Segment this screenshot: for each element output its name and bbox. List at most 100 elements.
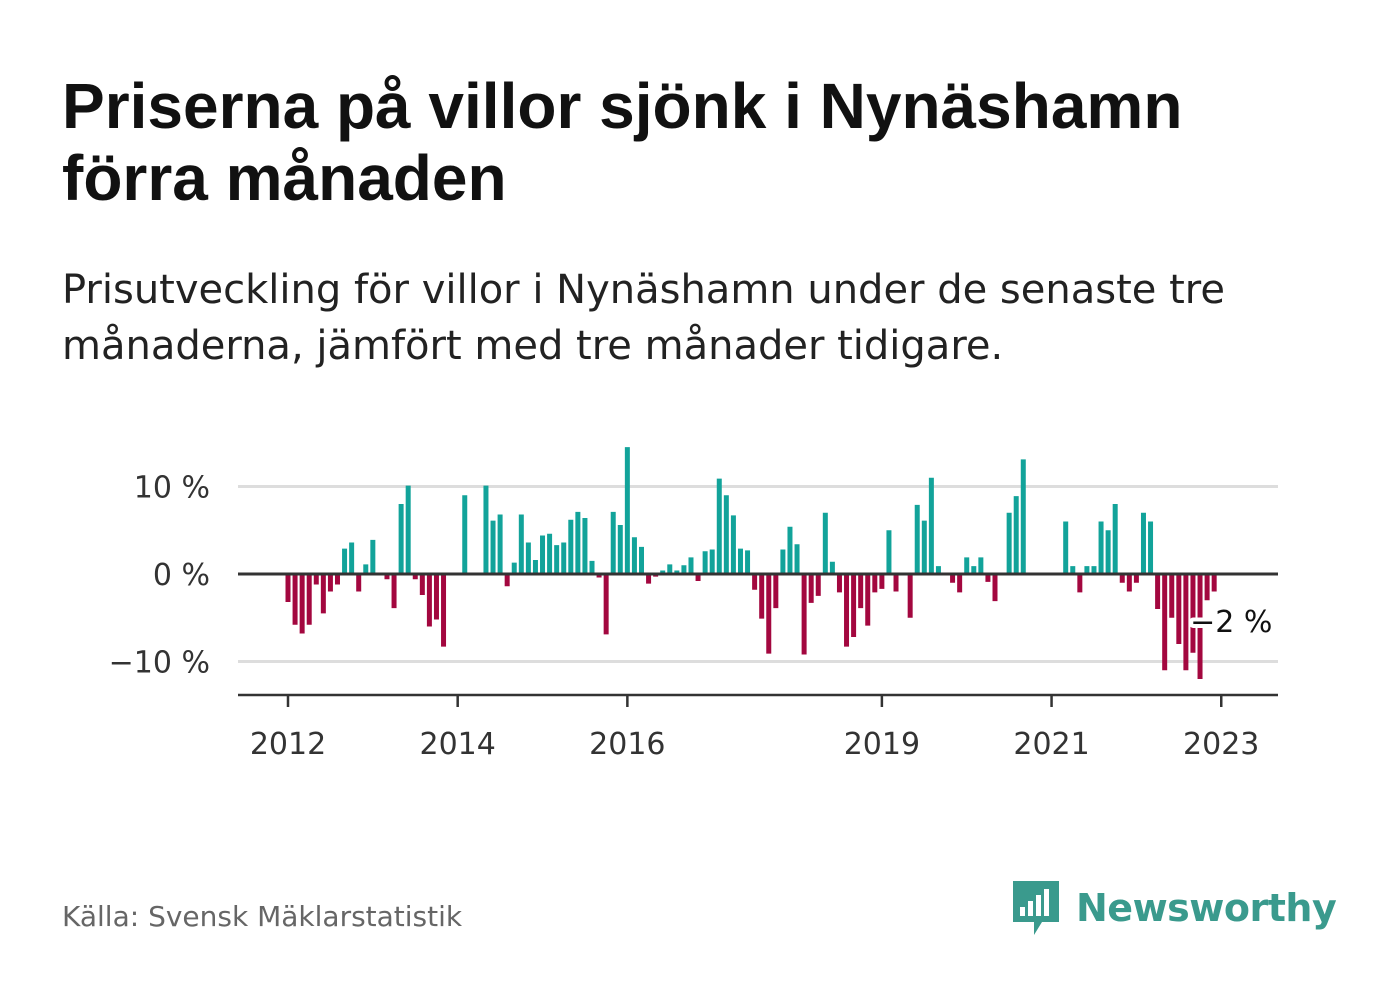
bar	[617, 525, 623, 574]
bar	[886, 530, 892, 574]
bar	[356, 574, 362, 592]
bar	[935, 566, 941, 575]
bar	[1190, 574, 1196, 653]
bar	[674, 570, 680, 574]
bar	[1183, 574, 1189, 671]
bar	[836, 574, 842, 593]
bar	[349, 542, 355, 574]
bar	[596, 574, 602, 578]
bar	[391, 574, 397, 609]
bar	[766, 574, 772, 654]
brand[interactable]: Newsworthy	[1010, 878, 1337, 938]
bar	[412, 574, 418, 580]
bar	[589, 560, 595, 575]
bar	[419, 574, 425, 595]
bar	[1112, 504, 1118, 574]
bar	[716, 478, 722, 575]
bar	[773, 574, 779, 609]
bar	[384, 574, 390, 580]
bar	[822, 512, 828, 574]
bar	[928, 477, 934, 574]
x-tick-label: 2021	[1013, 727, 1089, 762]
bar	[1105, 530, 1111, 574]
bar	[639, 546, 644, 575]
bar	[575, 511, 581, 575]
bar	[865, 574, 871, 626]
bar	[370, 539, 376, 575]
bar	[631, 537, 637, 574]
bar	[879, 574, 885, 589]
bar	[950, 574, 956, 583]
bar	[342, 548, 348, 575]
y-tick-label: 0 %	[153, 558, 210, 593]
bar	[688, 557, 694, 575]
bar	[815, 574, 821, 596]
bar	[1126, 574, 1132, 592]
bar	[1176, 574, 1182, 644]
bar	[985, 574, 991, 582]
bar	[490, 520, 496, 575]
bar	[1098, 521, 1104, 574]
annotation-label: −2 %	[1190, 605, 1272, 640]
bar	[667, 564, 673, 575]
bar	[872, 574, 878, 593]
bar	[1013, 496, 1019, 575]
bar	[794, 544, 800, 574]
bar	[808, 574, 814, 603]
x-tick-label: 2014	[420, 727, 496, 762]
bar	[405, 485, 411, 575]
chart-title: Priserna på villor sjönk i Nynäshamn för…	[62, 70, 1183, 214]
chart-subtitle: Prisutveckling för villor i Nynäshamn un…	[62, 267, 1225, 369]
bar	[1155, 574, 1161, 609]
bar	[426, 574, 432, 627]
bar	[1063, 521, 1069, 574]
bar	[780, 549, 786, 574]
x-tick-label: 2019	[844, 727, 920, 762]
bar	[893, 574, 899, 592]
bar	[1162, 574, 1168, 671]
bar	[1140, 512, 1146, 574]
bar	[441, 574, 447, 647]
bar	[1077, 574, 1083, 593]
bar	[462, 495, 468, 574]
bar	[921, 520, 927, 575]
x-tick-label: 2023	[1183, 727, 1259, 762]
bar	[787, 526, 793, 574]
bar	[737, 548, 743, 575]
bar	[497, 514, 503, 574]
bar	[327, 574, 333, 592]
bar	[547, 533, 553, 574]
bar	[433, 574, 439, 620]
bar	[504, 574, 510, 587]
y-tick-label: −10 %	[109, 646, 210, 681]
bar	[334, 574, 340, 585]
bar	[561, 542, 567, 574]
bar	[851, 574, 857, 637]
bar	[1148, 521, 1154, 574]
bar	[1006, 512, 1012, 574]
bar	[759, 574, 765, 619]
bar	[313, 574, 319, 585]
bar	[709, 549, 715, 574]
bar	[1204, 574, 1210, 601]
bar	[752, 574, 758, 590]
bar	[1119, 574, 1125, 583]
bar	[532, 560, 538, 574]
bar	[829, 561, 835, 574]
bar	[1084, 566, 1090, 575]
bar	[801, 574, 807, 655]
bar	[1169, 574, 1175, 618]
bar	[702, 551, 708, 574]
bar	[730, 515, 736, 575]
source-note: Källa: Svensk Mäklarstatistik	[62, 900, 463, 933]
bar	[1020, 459, 1026, 575]
bar	[568, 519, 574, 574]
bar	[978, 557, 984, 575]
bar	[363, 564, 369, 575]
bar	[554, 545, 560, 575]
bar	[624, 447, 630, 575]
bar	[971, 566, 977, 575]
bar	[646, 574, 652, 584]
bar	[511, 562, 517, 575]
